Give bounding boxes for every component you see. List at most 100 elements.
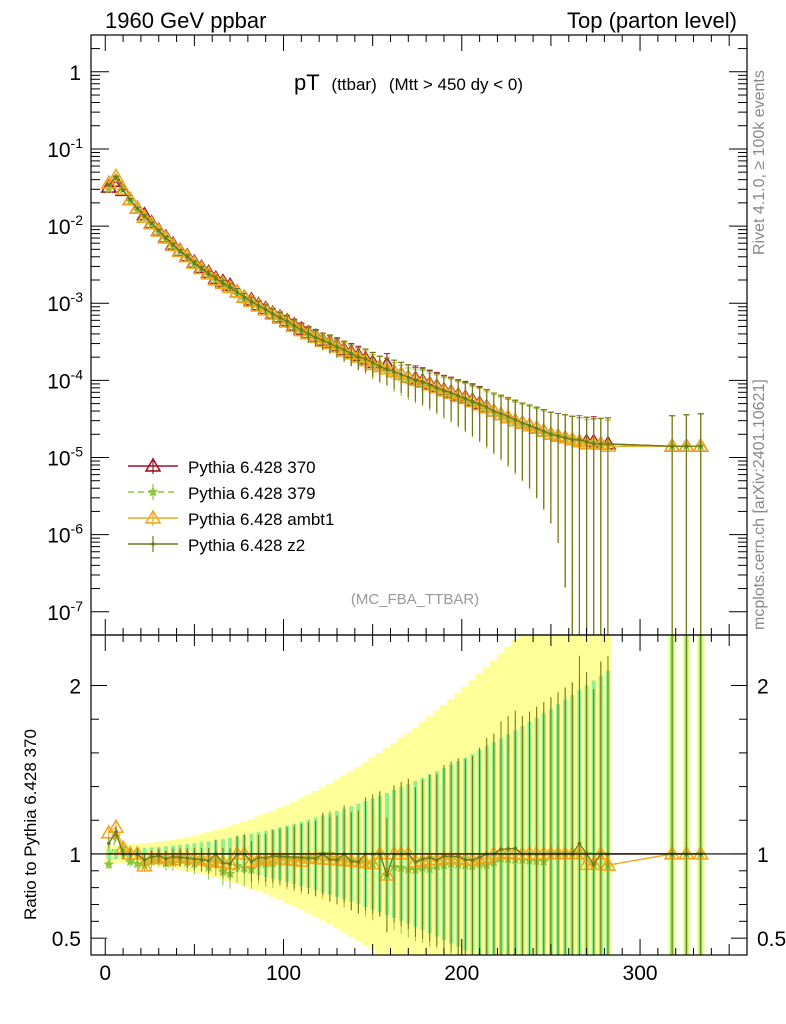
- data-point: [342, 347, 346, 352]
- header-left: 1960 GeV ppbar: [105, 8, 266, 33]
- data-point: [178, 249, 182, 254]
- ratio-point: [285, 855, 289, 859]
- legend: Pythia 6.428 370 Pythia 6.428 379 Pythia 6…: [128, 457, 334, 555]
- data-point: [456, 394, 461, 398]
- data-point: [121, 188, 125, 193]
- chart-title: pT (ttbar) (Mtt > 450 dy < 0): [294, 70, 523, 95]
- y-tick-label: 10-2: [47, 212, 83, 239]
- data-point: [193, 260, 210, 275]
- data-point: [206, 272, 211, 276]
- ratio-point: [413, 860, 418, 864]
- x-tick-label: 100: [266, 962, 301, 985]
- data-point: [442, 388, 446, 393]
- data-point: [121, 191, 139, 206]
- ratio-tick-label: 2: [69, 676, 81, 699]
- data-point: [221, 281, 225, 286]
- data-point: [563, 436, 567, 440]
- data-point: [250, 297, 267, 312]
- ratio-bands: [104, 635, 705, 955]
- data-point: [392, 369, 396, 374]
- data-point: [306, 332, 311, 336]
- ratio-point: [463, 857, 468, 862]
- data-point: [157, 229, 175, 244]
- ratio-point: [506, 847, 510, 851]
- header-right: Top (parton level): [567, 8, 737, 33]
- data-point: [370, 360, 375, 365]
- ratio-point: [306, 856, 311, 860]
- data-point: [156, 228, 161, 233]
- ratio-point: [164, 856, 168, 861]
- ratio-tick-label: 1: [69, 844, 81, 867]
- y-tick-label: 10-5: [47, 444, 83, 471]
- x-tick-label: 0: [99, 962, 111, 985]
- data-point: [164, 236, 182, 252]
- data-point: [114, 175, 118, 180]
- x-tick-label: 200: [444, 962, 479, 985]
- legend-marker: [144, 509, 162, 524]
- ratio-point: [103, 858, 115, 870]
- side-label-2: mcplots.cern.ch [arXiv:2401.10621]: [751, 379, 768, 630]
- data-point: [136, 208, 153, 223]
- data-point: [128, 199, 146, 215]
- legend-marker: [147, 486, 159, 497]
- data-point: [114, 180, 132, 195]
- data-point: [135, 206, 140, 211]
- data-point: [142, 214, 147, 218]
- ratio-point: [477, 855, 482, 860]
- ratio-point: [427, 855, 432, 860]
- data-point: [506, 414, 510, 419]
- ratio-point: [178, 855, 182, 860]
- ratio-point: [442, 854, 446, 858]
- ratio-point: [349, 859, 354, 864]
- data-point: [107, 167, 125, 183]
- data-point: [406, 375, 411, 379]
- data-point: [199, 266, 204, 271]
- data-point: [570, 437, 575, 442]
- ratio-point: [271, 854, 275, 859]
- ratio-point: [313, 856, 318, 861]
- data-point: [171, 243, 175, 247]
- legend-marker: [144, 457, 162, 472]
- data-point: [235, 288, 253, 303]
- data-point: [349, 352, 354, 356]
- ratio-point: [470, 858, 475, 862]
- data-point: [207, 271, 225, 286]
- data-point: [149, 221, 154, 226]
- data-point: [484, 405, 489, 409]
- data-point: [228, 285, 232, 290]
- data-point: [499, 411, 503, 416]
- ratio-point: [435, 858, 439, 862]
- legend-label: Pythia 6.428 z2: [188, 536, 305, 555]
- data-point: [178, 248, 196, 263]
- data-point: [200, 265, 218, 280]
- ratio-tick-label-right: 2: [757, 676, 769, 699]
- data-point: [107, 183, 111, 187]
- data-point: [313, 335, 318, 340]
- data-point: [492, 409, 496, 413]
- y-tick-label: 10-1: [47, 135, 83, 162]
- data-point: [228, 283, 246, 298]
- ratio-point: [114, 829, 118, 834]
- data-point: [513, 417, 518, 422]
- ratio-point: [299, 855, 304, 860]
- ratio-point: [206, 858, 211, 863]
- y-tick-label: 1: [69, 62, 81, 85]
- ratio-point: [107, 841, 111, 846]
- data-point: [377, 364, 382, 369]
- data-point: [150, 222, 168, 237]
- y-tick-label: 10-4: [47, 366, 83, 393]
- legend-label: Pythia 6.428 370: [188, 458, 316, 477]
- ratio-point: [199, 857, 204, 862]
- y-tick-label: 10-7: [47, 598, 83, 625]
- ratio-point: [249, 859, 254, 864]
- data-point: [278, 315, 282, 320]
- ratio-point: [142, 858, 147, 862]
- data-point: [235, 290, 239, 294]
- series-line-1: [108, 176, 701, 447]
- data-point: [249, 299, 254, 304]
- ratio-point: [577, 841, 582, 846]
- chart-title-cut: (Mtt > 450 dy < 0): [389, 75, 523, 94]
- data-point: [399, 372, 403, 377]
- data-point: [385, 367, 389, 371]
- ratio-ylabel: Ratio to Pythia 6.428 370: [21, 729, 40, 920]
